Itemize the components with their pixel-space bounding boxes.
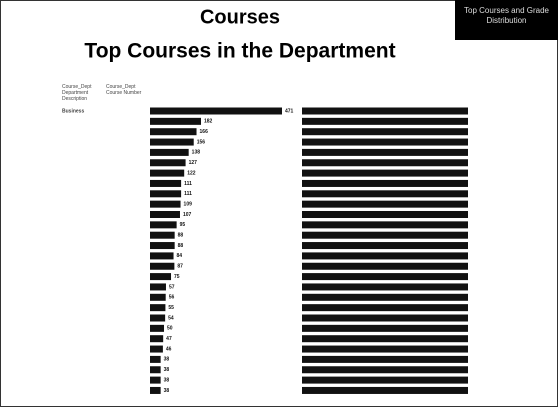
value-label: 55: [168, 305, 174, 311]
bar: [150, 262, 175, 270]
grade-bar: [302, 304, 468, 312]
bar: [150, 128, 197, 136]
bar: [150, 355, 161, 363]
bar: [150, 138, 194, 146]
grade-bar: [302, 169, 468, 177]
col-header-0: Course_Dept Department Description: [62, 84, 92, 102]
grade-bar: [302, 273, 468, 281]
bar: [150, 366, 161, 374]
grade-bar: [302, 107, 468, 115]
bar: [150, 335, 164, 343]
value-label: 57: [169, 284, 175, 290]
value-label: 109: [184, 201, 193, 207]
grade-bar: [302, 355, 468, 363]
bar: [150, 179, 182, 187]
bar: [150, 376, 161, 384]
bar: [150, 242, 175, 250]
value-label: 88: [178, 233, 184, 239]
bar: [150, 169, 185, 177]
grade-bar: [302, 179, 468, 187]
value-label: 38: [164, 367, 170, 373]
grade-bar: [302, 345, 468, 353]
value-label: 87: [177, 264, 183, 270]
value-label: 107: [183, 212, 192, 218]
bar: [150, 273, 172, 281]
bar: [150, 148, 189, 156]
value-label: 47: [166, 336, 172, 342]
grade-bar: [302, 262, 468, 270]
grade-bar: [302, 211, 468, 218]
value-label: 156: [197, 139, 206, 145]
value-label: 166: [200, 129, 209, 135]
grade-bar: [302, 376, 468, 384]
grade-bar: [302, 128, 468, 136]
grade-bar: [302, 231, 468, 239]
grade-bar: [302, 221, 468, 229]
value-label: 111: [184, 191, 192, 197]
grade-bar: [302, 293, 468, 301]
bar: [150, 324, 165, 332]
value-label: 75: [174, 274, 180, 280]
bar: [150, 252, 174, 260]
value-label: 50: [167, 326, 173, 332]
value-label: 56: [169, 295, 175, 301]
value-label: 111: [184, 181, 192, 187]
value-label: 54: [168, 315, 174, 321]
value-label: 88: [178, 243, 184, 249]
subtitle: Top Courses in the Department: [84, 40, 395, 63]
col-header-text: Course_Dept Department Description: [62, 84, 92, 102]
bar: [150, 107, 282, 115]
bar: [150, 293, 166, 301]
grade-bar: [302, 138, 468, 146]
bar: [150, 314, 166, 322]
bar: [150, 221, 177, 229]
value-label: 138: [192, 150, 201, 156]
badge-text: Top Courses and Grade Distribution: [464, 6, 549, 25]
value-label: 471: [285, 108, 294, 114]
value-label: 122: [187, 170, 196, 176]
col-header-1: Course_Dept Course Number: [106, 84, 142, 96]
value-label: 182: [204, 119, 213, 125]
grade-bar: [302, 314, 468, 322]
grade-bar: [302, 190, 468, 198]
grade-bar: [302, 159, 468, 167]
grade-bar: [302, 324, 468, 332]
bar: [150, 345, 163, 353]
title: Courses: [200, 6, 280, 28]
bar: [150, 211, 180, 218]
grade-bar: [302, 148, 468, 156]
grade-bar: [302, 366, 468, 374]
bar: [150, 117, 202, 125]
value-label: 127: [189, 160, 198, 166]
grade-bar: [302, 335, 468, 343]
bar: [150, 159, 186, 167]
bar: [150, 283, 166, 291]
value-label: 84: [177, 253, 183, 259]
grade-bar: [302, 252, 468, 260]
bar: [150, 200, 181, 208]
department: Business: [62, 108, 84, 114]
col-header-text: Course_Dept Course Number: [106, 84, 142, 96]
bar: [150, 386, 161, 394]
bar: [150, 231, 175, 239]
value-label: 95: [180, 222, 186, 228]
grade-bar: [302, 386, 468, 394]
value-label: 46: [166, 346, 172, 352]
value-label: 38: [164, 377, 170, 383]
grade-bar: [302, 117, 468, 125]
grade-bar: [302, 242, 468, 250]
grade-bar: [302, 283, 468, 291]
badge-box: [455, 0, 558, 40]
badge: Top Courses and Grade Distribution: [464, 6, 549, 25]
bar: [150, 190, 182, 198]
value-label: 38: [164, 357, 170, 363]
value-label: 38: [164, 388, 170, 394]
grade-bar: [302, 200, 468, 208]
bar: [150, 304, 166, 312]
